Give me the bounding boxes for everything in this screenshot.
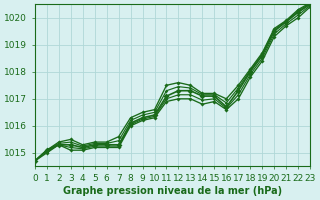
X-axis label: Graphe pression niveau de la mer (hPa): Graphe pression niveau de la mer (hPa)	[63, 186, 282, 196]
